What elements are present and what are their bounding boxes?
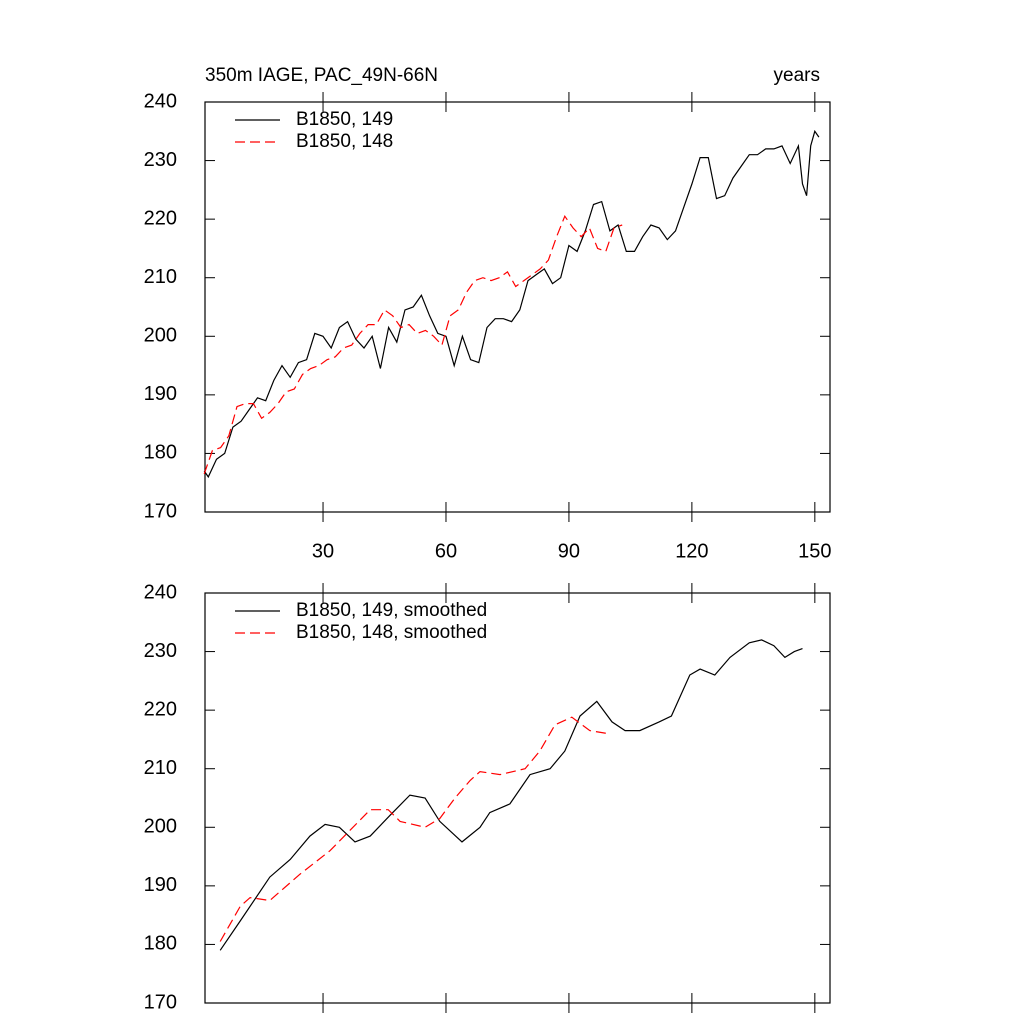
legend-label: B1850, 149 — [296, 109, 393, 130]
y-tick-label: 170 — [144, 500, 177, 522]
series-line — [219, 639, 803, 951]
x-tick-label: 90 — [558, 540, 580, 562]
series-line — [203, 214, 623, 475]
y-tick-label: 200 — [144, 325, 177, 347]
y-tick-label: 240 — [144, 90, 177, 112]
plot-frame — [204, 101, 831, 513]
y-tick-label: 230 — [144, 640, 177, 662]
x-tick-label: 30 — [312, 540, 334, 562]
y-tick-label: 190 — [144, 874, 177, 896]
y-tick-label: 190 — [144, 383, 177, 405]
x-tick-label: 60 — [435, 540, 457, 562]
legend-label: B1850, 149, smoothed — [296, 600, 487, 621]
legend-label: B1850, 148 — [296, 131, 393, 152]
chart-title: 350m IAGE, PAC_49N-66N — [205, 65, 438, 86]
x-tick-label: 150 — [798, 540, 831, 562]
plot-frame — [204, 592, 831, 1004]
x-tick-label: 120 — [675, 540, 708, 562]
units-label: years — [774, 65, 820, 86]
series-line — [219, 716, 608, 942]
y-tick-label: 180 — [144, 442, 177, 464]
y-tick-label: 210 — [144, 266, 177, 288]
y-tick-label: 210 — [144, 757, 177, 779]
legend-label: B1850, 148, smoothed — [296, 622, 487, 643]
y-tick-label: 170 — [144, 991, 177, 1013]
y-tick-label: 220 — [144, 207, 177, 229]
y-tick-label: 200 — [144, 816, 177, 838]
y-tick-label: 230 — [144, 149, 177, 171]
y-tick-label: 180 — [144, 933, 177, 955]
series-line — [203, 129, 820, 479]
y-tick-label: 220 — [144, 698, 177, 720]
y-tick-label: 240 — [144, 581, 177, 603]
